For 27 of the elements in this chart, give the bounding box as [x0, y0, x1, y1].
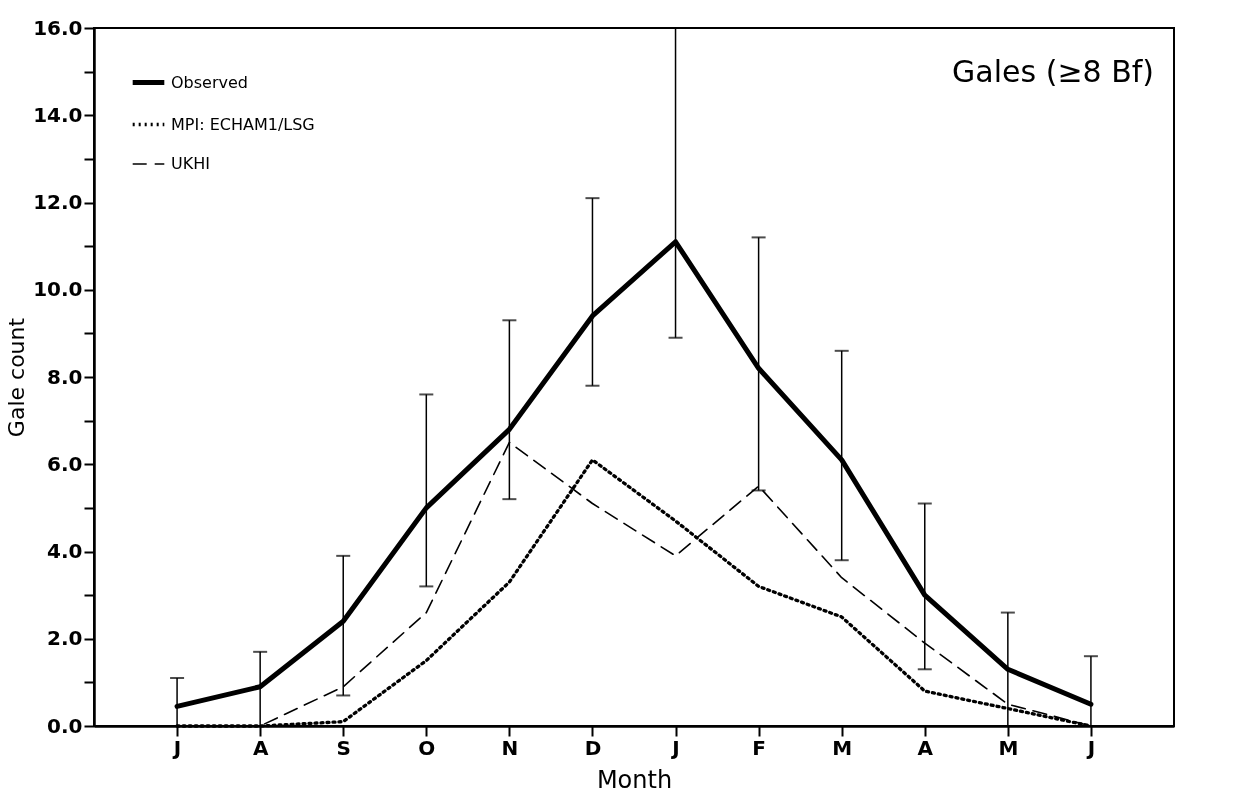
y-tick-label: 16.0	[33, 15, 83, 40]
y-axis-title: Gale count	[4, 317, 30, 438]
annotation: Gales (≥8 Bf)	[952, 54, 1154, 89]
x-tick-label: N	[501, 735, 519, 760]
x-axis-title: Month	[596, 765, 673, 794]
y-tick-label: 4.0	[47, 539, 83, 563]
legend-label: Observed	[171, 72, 248, 92]
legend-label: MPI: ECHAM1/LSG	[171, 114, 315, 134]
x-tick-label: M	[832, 735, 853, 760]
x-tick-label: A	[917, 735, 934, 760]
y-tick-label: 8.0	[47, 364, 83, 389]
y-tick-label: 6.0	[47, 451, 83, 476]
legend-label: UKHI	[171, 154, 210, 173]
y-tick-label: 14.0	[33, 102, 83, 127]
x-tick-label: O	[418, 735, 436, 760]
x-tick-label: J	[1085, 735, 1096, 760]
y-tick-label: 0.0	[47, 713, 83, 738]
y-tick-label: 12.0	[33, 190, 83, 214]
x-tick-label: S	[336, 735, 351, 760]
y-tick-label: 10.0	[33, 277, 83, 302]
x-tick-label: A	[252, 735, 269, 760]
x-tick-label: F	[752, 735, 766, 760]
x-tick-label: J	[670, 735, 680, 760]
x-tick-label: J	[171, 735, 182, 760]
x-tick-label: D	[584, 735, 602, 760]
y-tick-label: 2.0	[47, 626, 83, 651]
x-tick-label: M	[998, 735, 1019, 760]
